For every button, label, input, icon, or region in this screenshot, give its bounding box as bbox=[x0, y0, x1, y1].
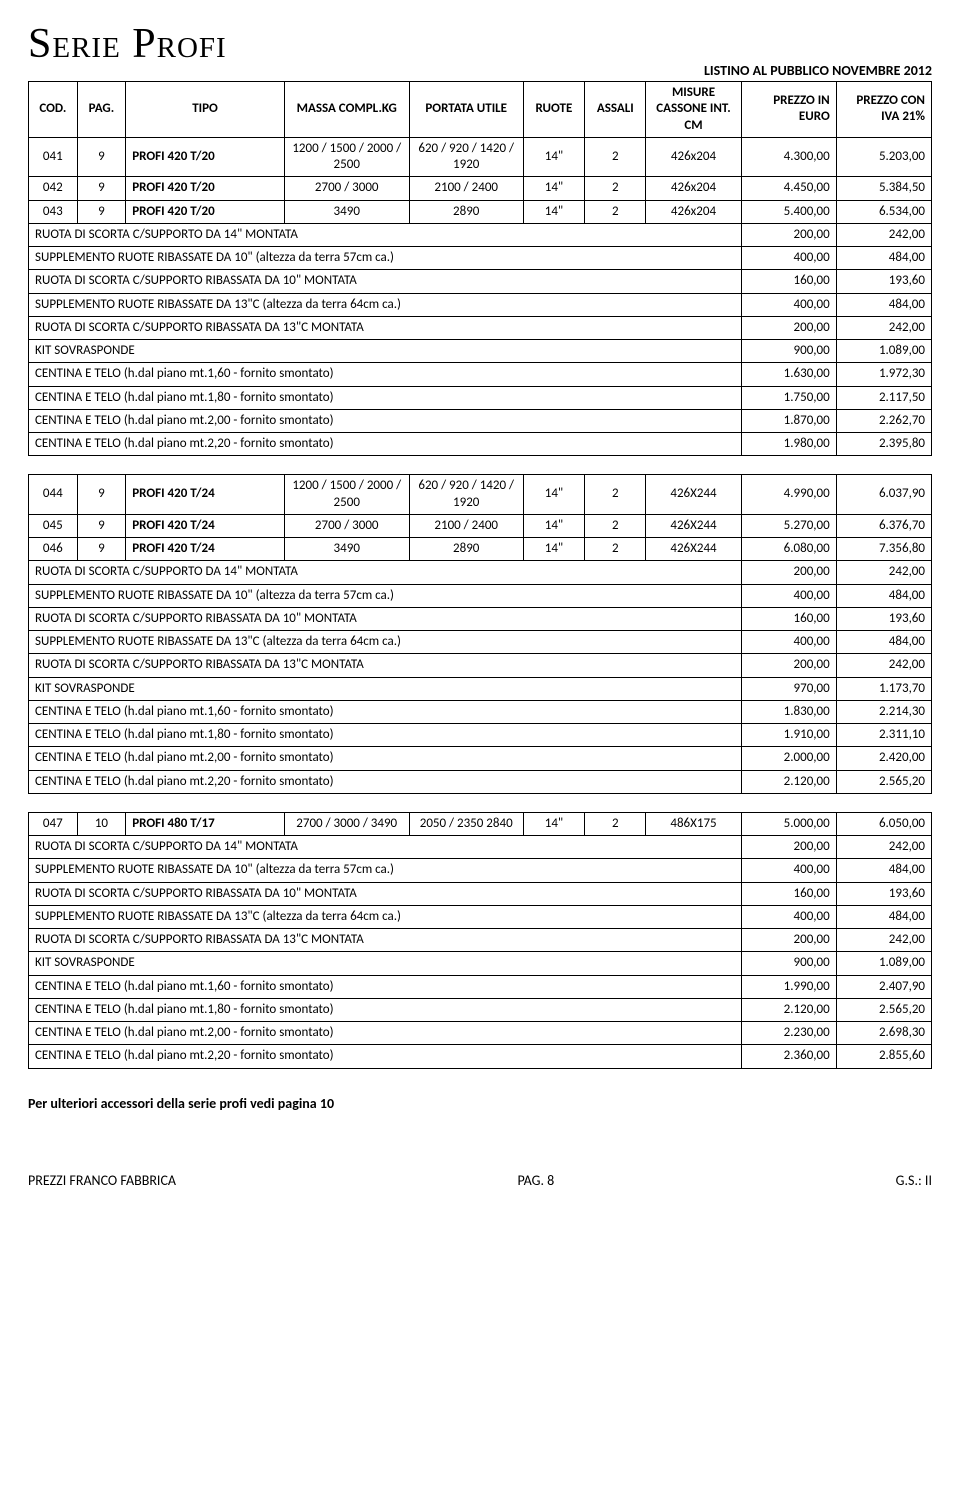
extra-row: CENTINA E TELO (h.dal piano mt.1,60 - fo… bbox=[29, 700, 932, 723]
extra-row: RUOTA DI SCORTA C/SUPPORTO RIBASSATA DA … bbox=[29, 270, 932, 293]
extra-row: RUOTA DI SCORTA C/SUPPORTO DA 14" MONTAT… bbox=[29, 223, 932, 246]
col-header: PREZZO IN EURO bbox=[741, 82, 836, 138]
footer-center: PAG. 8 bbox=[517, 1172, 554, 1189]
table-row: 044 9 PROFI 420 T/24 1200 / 1500 / 2000 … bbox=[29, 475, 932, 515]
page-title: Serie Profi bbox=[28, 20, 932, 68]
extra-row: SUPPLEMENTO RUOTE RIBASSATE DA 10" (alte… bbox=[29, 247, 932, 270]
extra-row: RUOTA DI SCORTA C/SUPPORTO DA 14" MONTAT… bbox=[29, 836, 932, 859]
col-header: MISURE CASSONE INT. CM bbox=[646, 82, 741, 138]
extra-row: CENTINA E TELO (h.dal piano mt.1,80 - fo… bbox=[29, 998, 932, 1021]
footer-note: Per ulteriori accessori della serie prof… bbox=[28, 1095, 932, 1112]
table-row: 041 9 PROFI 420 T/20 1200 / 1500 / 2000 … bbox=[29, 137, 932, 177]
footer-right: G.S.: II bbox=[896, 1172, 932, 1189]
extra-row: CENTINA E TELO (h.dal piano mt.2,20 - fo… bbox=[29, 433, 932, 456]
extra-row: CENTINA E TELO (h.dal piano mt.2,20 - fo… bbox=[29, 770, 932, 793]
extra-row: RUOTA DI SCORTA C/SUPPORTO RIBASSATA DA … bbox=[29, 654, 932, 677]
extra-row: SUPPLEMENTO RUOTE RIBASSATE DA 13"C (alt… bbox=[29, 905, 932, 928]
extra-row: SUPPLEMENTO RUOTE RIBASSATE DA 13"C (alt… bbox=[29, 293, 932, 316]
price-table: 047 10 PROFI 480 T/17 2700 / 3000 / 3490… bbox=[28, 812, 932, 1069]
extra-row: RUOTA DI SCORTA C/SUPPORTO RIBASSATA DA … bbox=[29, 607, 932, 630]
col-header: MASSA COMPL.KG bbox=[284, 82, 409, 138]
extra-row: RUOTA DI SCORTA C/SUPPORTO RIBASSATA DA … bbox=[29, 929, 932, 952]
footer-left: PREZZI FRANCO FABBRICA bbox=[28, 1172, 176, 1189]
table-row: 047 10 PROFI 480 T/17 2700 / 3000 / 3490… bbox=[29, 812, 932, 835]
extra-row: SUPPLEMENTO RUOTE RIBASSATE DA 10" (alte… bbox=[29, 859, 932, 882]
extra-row: CENTINA E TELO (h.dal piano mt.2,00 - fo… bbox=[29, 747, 932, 770]
extra-row: CENTINA E TELO (h.dal piano mt.1,60 - fo… bbox=[29, 363, 932, 386]
page-footer: PREZZI FRANCO FABBRICA PAG. 8 G.S.: II bbox=[28, 1172, 932, 1189]
extra-row: CENTINA E TELO (h.dal piano mt.1,60 - fo… bbox=[29, 975, 932, 998]
col-header: PREZZO CON IVA 21% bbox=[836, 82, 931, 138]
price-table: 044 9 PROFI 420 T/24 1200 / 1500 / 2000 … bbox=[28, 474, 932, 794]
extra-row: SUPPLEMENTO RUOTE RIBASSATE DA 13"C (alt… bbox=[29, 631, 932, 654]
col-header: ASSALI bbox=[585, 82, 646, 138]
extra-row: CENTINA E TELO (h.dal piano mt.1,80 - fo… bbox=[29, 386, 932, 409]
table-row: 042 9 PROFI 420 T/20 2700 / 3000 2100 / … bbox=[29, 177, 932, 200]
col-header: RUOTE bbox=[523, 82, 584, 138]
col-header: PAG. bbox=[77, 82, 126, 138]
extra-row: CENTINA E TELO (h.dal piano mt.1,80 - fo… bbox=[29, 724, 932, 747]
table-row: 046 9 PROFI 420 T/24 3490 2890 14" 2 426… bbox=[29, 538, 932, 561]
table-row: 045 9 PROFI 420 T/24 2700 / 3000 2100 / … bbox=[29, 514, 932, 537]
extra-row: CENTINA E TELO (h.dal piano mt.2,20 - fo… bbox=[29, 1045, 932, 1068]
col-header: PORTATA UTILE bbox=[409, 82, 523, 138]
extra-row: CENTINA E TELO (h.dal piano mt.2,00 - fo… bbox=[29, 409, 932, 432]
col-header: COD. bbox=[29, 82, 78, 138]
extra-row: RUOTA DI SCORTA C/SUPPORTO DA 14" MONTAT… bbox=[29, 561, 932, 584]
extra-row: KIT SOVRASPONDE 970,00 1.173,70 bbox=[29, 677, 932, 700]
col-header: TIPO bbox=[126, 82, 285, 138]
extra-row: CENTINA E TELO (h.dal piano mt.2,00 - fo… bbox=[29, 1022, 932, 1045]
extra-row: RUOTA DI SCORTA C/SUPPORTO RIBASSATA DA … bbox=[29, 882, 932, 905]
extra-row: RUOTA DI SCORTA C/SUPPORTO RIBASSATA DA … bbox=[29, 316, 932, 339]
extra-row: SUPPLEMENTO RUOTE RIBASSATE DA 10" (alte… bbox=[29, 584, 932, 607]
extra-row: KIT SOVRASPONDE 900,00 1.089,00 bbox=[29, 952, 932, 975]
table-row: 043 9 PROFI 420 T/20 3490 2890 14" 2 426… bbox=[29, 200, 932, 223]
price-table: COD.PAG.TIPOMASSA COMPL.KG PORTATA UTILE… bbox=[28, 81, 932, 456]
extra-row: KIT SOVRASPONDE 900,00 1.089,00 bbox=[29, 340, 932, 363]
